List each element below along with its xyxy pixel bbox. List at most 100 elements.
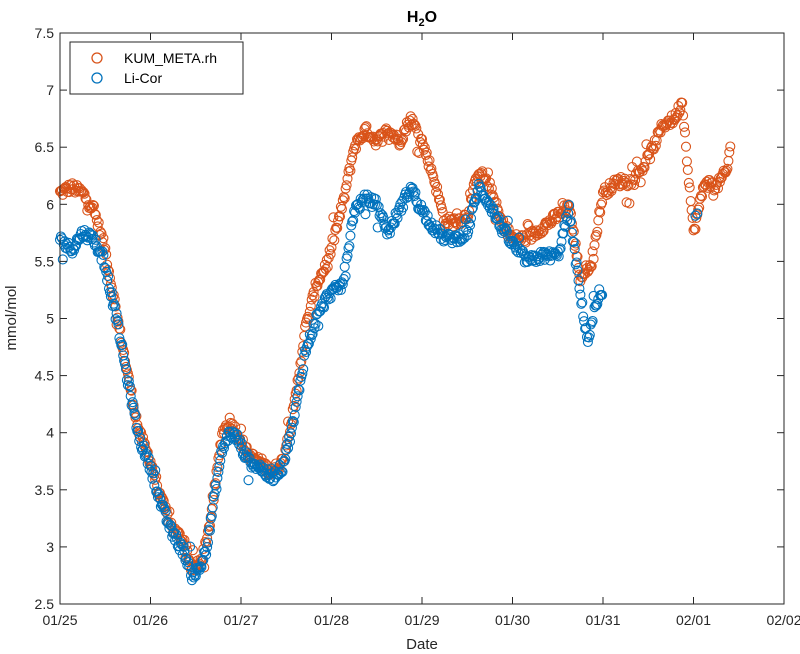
data-point	[98, 249, 109, 261]
data-point	[430, 178, 441, 190]
data-point	[683, 177, 694, 188]
data-point	[332, 222, 343, 233]
data-point	[588, 253, 599, 264]
data-point	[286, 422, 297, 433]
data-point	[277, 466, 288, 477]
data-point	[116, 337, 127, 348]
data-point	[679, 121, 690, 132]
data-point	[312, 280, 323, 291]
data-point	[144, 464, 155, 475]
data-point	[502, 215, 513, 226]
data-point	[130, 412, 141, 423]
data-point	[254, 459, 265, 470]
data-point	[407, 113, 418, 124]
chart-title: H2O	[407, 9, 437, 29]
data-point	[154, 493, 165, 504]
data-point	[208, 495, 219, 506]
data-point	[682, 164, 693, 175]
data-point	[229, 427, 240, 438]
data-point	[380, 124, 391, 135]
data-point	[466, 204, 478, 215]
data-point	[562, 215, 573, 226]
data-point	[342, 250, 353, 261]
data-point	[684, 182, 695, 193]
data-point	[570, 259, 581, 270]
data-point	[88, 200, 99, 211]
data-point	[139, 451, 150, 462]
data-point	[360, 122, 371, 133]
data-point	[207, 502, 218, 513]
x-tick-label: 01/30	[495, 612, 530, 628]
data-point	[311, 309, 322, 320]
data-point	[574, 283, 585, 294]
data-point	[568, 226, 579, 237]
data-point	[492, 214, 503, 225]
data-point	[724, 147, 735, 158]
series-layer	[54, 97, 736, 586]
data-point	[214, 461, 225, 472]
data-point	[553, 251, 564, 262]
data-point	[123, 376, 134, 387]
data-point	[572, 265, 583, 276]
data-point	[194, 565, 205, 576]
data-point	[163, 518, 174, 529]
y-tick-label: 6.5	[35, 139, 55, 155]
data-point	[80, 193, 91, 204]
data-point	[295, 375, 306, 386]
data-point	[406, 183, 417, 194]
data-point	[370, 194, 381, 205]
data-point	[202, 542, 213, 553]
data-point	[120, 364, 132, 375]
y-tick-label: 7	[46, 82, 54, 98]
data-point	[282, 438, 293, 449]
data-point	[339, 193, 350, 204]
data-point	[497, 227, 508, 239]
data-point	[467, 202, 478, 213]
data-point	[567, 236, 578, 247]
data-point	[692, 208, 703, 219]
data-point	[578, 311, 589, 322]
data-point	[398, 202, 409, 213]
data-point	[335, 284, 346, 295]
x-tick-label: 01/28	[314, 612, 349, 628]
data-point	[592, 298, 603, 310]
data-point	[345, 230, 356, 241]
data-point	[121, 375, 132, 386]
data-point	[667, 118, 678, 129]
data-point	[594, 284, 605, 295]
data-point	[668, 114, 679, 125]
data-point	[411, 123, 422, 134]
data-point	[232, 429, 243, 440]
data-point	[396, 136, 407, 148]
data-point	[178, 541, 189, 552]
data-point	[693, 204, 704, 215]
data-point	[368, 193, 379, 204]
data-point	[93, 217, 104, 228]
data-point	[305, 300, 316, 311]
data-point	[318, 302, 330, 313]
data-point	[76, 185, 87, 196]
data-point	[65, 180, 76, 191]
y-tick-label: 4.5	[35, 368, 55, 384]
data-point	[329, 235, 340, 246]
data-point	[313, 320, 324, 332]
data-point	[307, 328, 318, 340]
legend-marker-li-cor	[91, 72, 103, 84]
data-point	[236, 438, 247, 449]
data-point	[323, 294, 334, 305]
data-point	[650, 140, 661, 151]
data-point	[573, 275, 584, 286]
x-tick-label: 02/01	[676, 612, 711, 628]
data-point	[553, 206, 564, 217]
data-point	[321, 254, 332, 265]
data-point	[109, 300, 120, 311]
data-point	[577, 297, 588, 308]
data-point	[160, 506, 171, 517]
data-point	[708, 190, 719, 201]
y-tick-label: 5.5	[35, 253, 55, 269]
data-point	[383, 225, 394, 236]
data-point	[603, 188, 614, 199]
data-point	[273, 469, 284, 481]
data-point	[677, 97, 688, 108]
data-point	[170, 529, 182, 540]
